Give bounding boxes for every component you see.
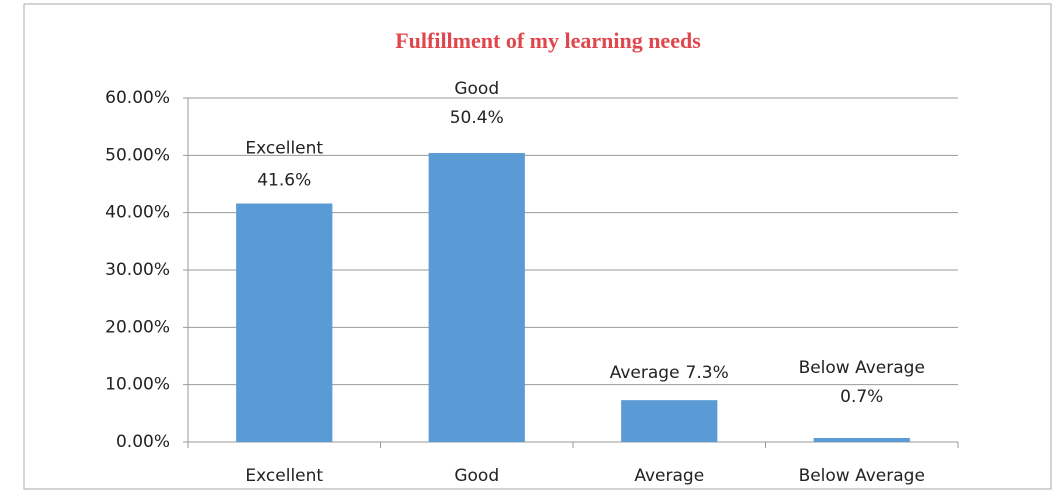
x-tick-label: Below Average (799, 466, 925, 486)
bar (621, 400, 718, 442)
y-tick-label: 10.00% (105, 375, 170, 395)
y-tick-label: 20.00% (105, 317, 170, 337)
data-label: 0.7% (840, 387, 883, 407)
data-label-line: Average 7.3% (610, 363, 729, 383)
chart-title: Fulfillment of my learning needs (395, 28, 701, 53)
y-tick-label: 0.00% (116, 432, 170, 452)
y-tick-label: 30.00% (105, 260, 170, 280)
x-tick-label: Good (454, 466, 499, 486)
data-label: 50.4% (450, 108, 504, 128)
y-tick-label: 50.00% (105, 145, 170, 165)
data-label: 41.6% (257, 170, 311, 190)
x-tick-label: Excellent (245, 466, 323, 486)
data-label-category: Excellent (245, 138, 323, 158)
data-label-category: Average (610, 363, 680, 383)
data-label: 7.3% (686, 363, 729, 383)
y-tick-label: 60.00% (105, 88, 170, 108)
bar (428, 153, 525, 443)
x-tick-label: Average (634, 466, 704, 486)
data-label-category: Good (454, 79, 499, 99)
chart-border (23, 3, 1052, 490)
bar (236, 203, 333, 442)
bar (813, 437, 910, 442)
data-label-category: Below Average (799, 358, 925, 378)
y-tick-label: 40.00% (105, 203, 170, 223)
